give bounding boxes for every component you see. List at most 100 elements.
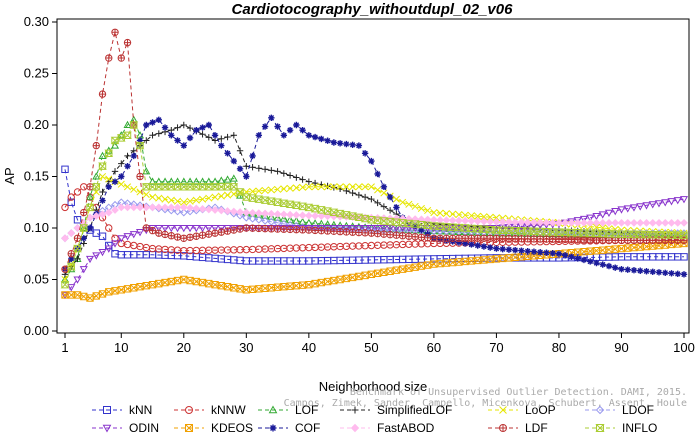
data-point [104, 208, 113, 217]
legend-label: COF [295, 421, 320, 434]
data-point [85, 255, 95, 264]
data-point [129, 231, 138, 239]
data-point [111, 168, 119, 175]
x-tick-label: 70 [489, 340, 503, 355]
data-point [154, 177, 163, 185]
data-point [436, 259, 444, 268]
data-point [667, 198, 676, 206]
legend-label: ODIN [129, 421, 159, 434]
data-point [269, 424, 277, 432]
data-point [486, 255, 494, 264]
data-point [454, 224, 463, 233]
legend-label: FastABOD [377, 421, 435, 434]
data-point [173, 207, 182, 216]
legend-item: kNNW [174, 403, 246, 417]
data-point [336, 228, 344, 235]
data-point [392, 214, 401, 223]
series-line [64, 198, 685, 296]
data-point [612, 237, 619, 244]
data-point [386, 267, 394, 275]
data-point [348, 224, 357, 233]
data-point [85, 192, 95, 201]
data-point [461, 216, 470, 225]
data-point [104, 149, 114, 158]
data-point [248, 214, 257, 223]
data-point [661, 199, 670, 207]
data-point [118, 160, 125, 167]
data-point [499, 245, 506, 253]
data-point [105, 175, 113, 183]
data-point [637, 237, 644, 244]
data-point [154, 203, 163, 212]
data-point [255, 285, 263, 293]
data-point [587, 258, 594, 265]
data-point [79, 224, 89, 232]
data-point [630, 243, 638, 252]
data-point [673, 197, 682, 205]
data-point [199, 195, 207, 203]
legend-item: kNN [92, 403, 152, 417]
legend-item: INFLO [585, 421, 657, 434]
data-point [461, 235, 469, 242]
data-point [236, 211, 244, 220]
data-point [268, 225, 275, 233]
data-point [155, 279, 163, 288]
y-tick-label: 0.05 [24, 272, 49, 287]
data-point [449, 210, 457, 218]
data-point [324, 182, 331, 190]
data-point [623, 205, 632, 213]
data-point [679, 231, 689, 239]
data-point [599, 261, 606, 268]
data-point [86, 294, 94, 302]
data-point [143, 224, 150, 232]
data-point [468, 241, 475, 248]
data-point [424, 206, 432, 215]
data-point [573, 218, 582, 227]
series-layer [60, 28, 689, 302]
data-point [103, 406, 111, 414]
data-point [211, 206, 219, 214]
data-point [324, 227, 331, 235]
credit-line-2: Campos, Zimek, Sander, Campello, Micenko… [284, 398, 687, 409]
data-point [511, 218, 520, 227]
legend-item: COF [258, 421, 320, 434]
data-point [499, 406, 507, 414]
y-tick-label: 0.15 [24, 169, 49, 184]
data-point [636, 218, 645, 227]
data-point [111, 178, 119, 185]
data-point [99, 188, 106, 196]
x-tick-label: 50 [364, 340, 378, 355]
data-point [611, 245, 619, 253]
data-point [73, 244, 82, 253]
data-point [73, 224, 82, 232]
data-point [405, 200, 413, 208]
data-point [92, 292, 100, 300]
data-point [630, 267, 638, 274]
data-point [242, 286, 251, 294]
y-tick-label: 0.20 [24, 117, 49, 132]
data-point [286, 224, 295, 233]
data-point [649, 242, 657, 250]
data-point [73, 216, 82, 224]
data-point [91, 183, 101, 191]
x-axis: 1 10 20 30 40 50 60 70 80 90 100 [61, 333, 695, 355]
data-point [279, 210, 288, 219]
data-point [311, 279, 319, 288]
data-point [67, 198, 75, 206]
data-point [255, 165, 263, 172]
data-point [261, 166, 269, 173]
data-point [67, 284, 76, 292]
data-point [124, 152, 131, 160]
data-point [436, 216, 445, 224]
data-point [573, 217, 582, 225]
data-point [173, 203, 182, 212]
data-point [298, 211, 307, 220]
data-point [386, 193, 394, 201]
data-point [480, 217, 488, 226]
data-point [98, 248, 107, 257]
data-point [130, 152, 137, 160]
legend-label: kNN [129, 403, 152, 417]
data-point [648, 201, 657, 209]
data-point [411, 263, 419, 271]
data-point [530, 218, 538, 227]
